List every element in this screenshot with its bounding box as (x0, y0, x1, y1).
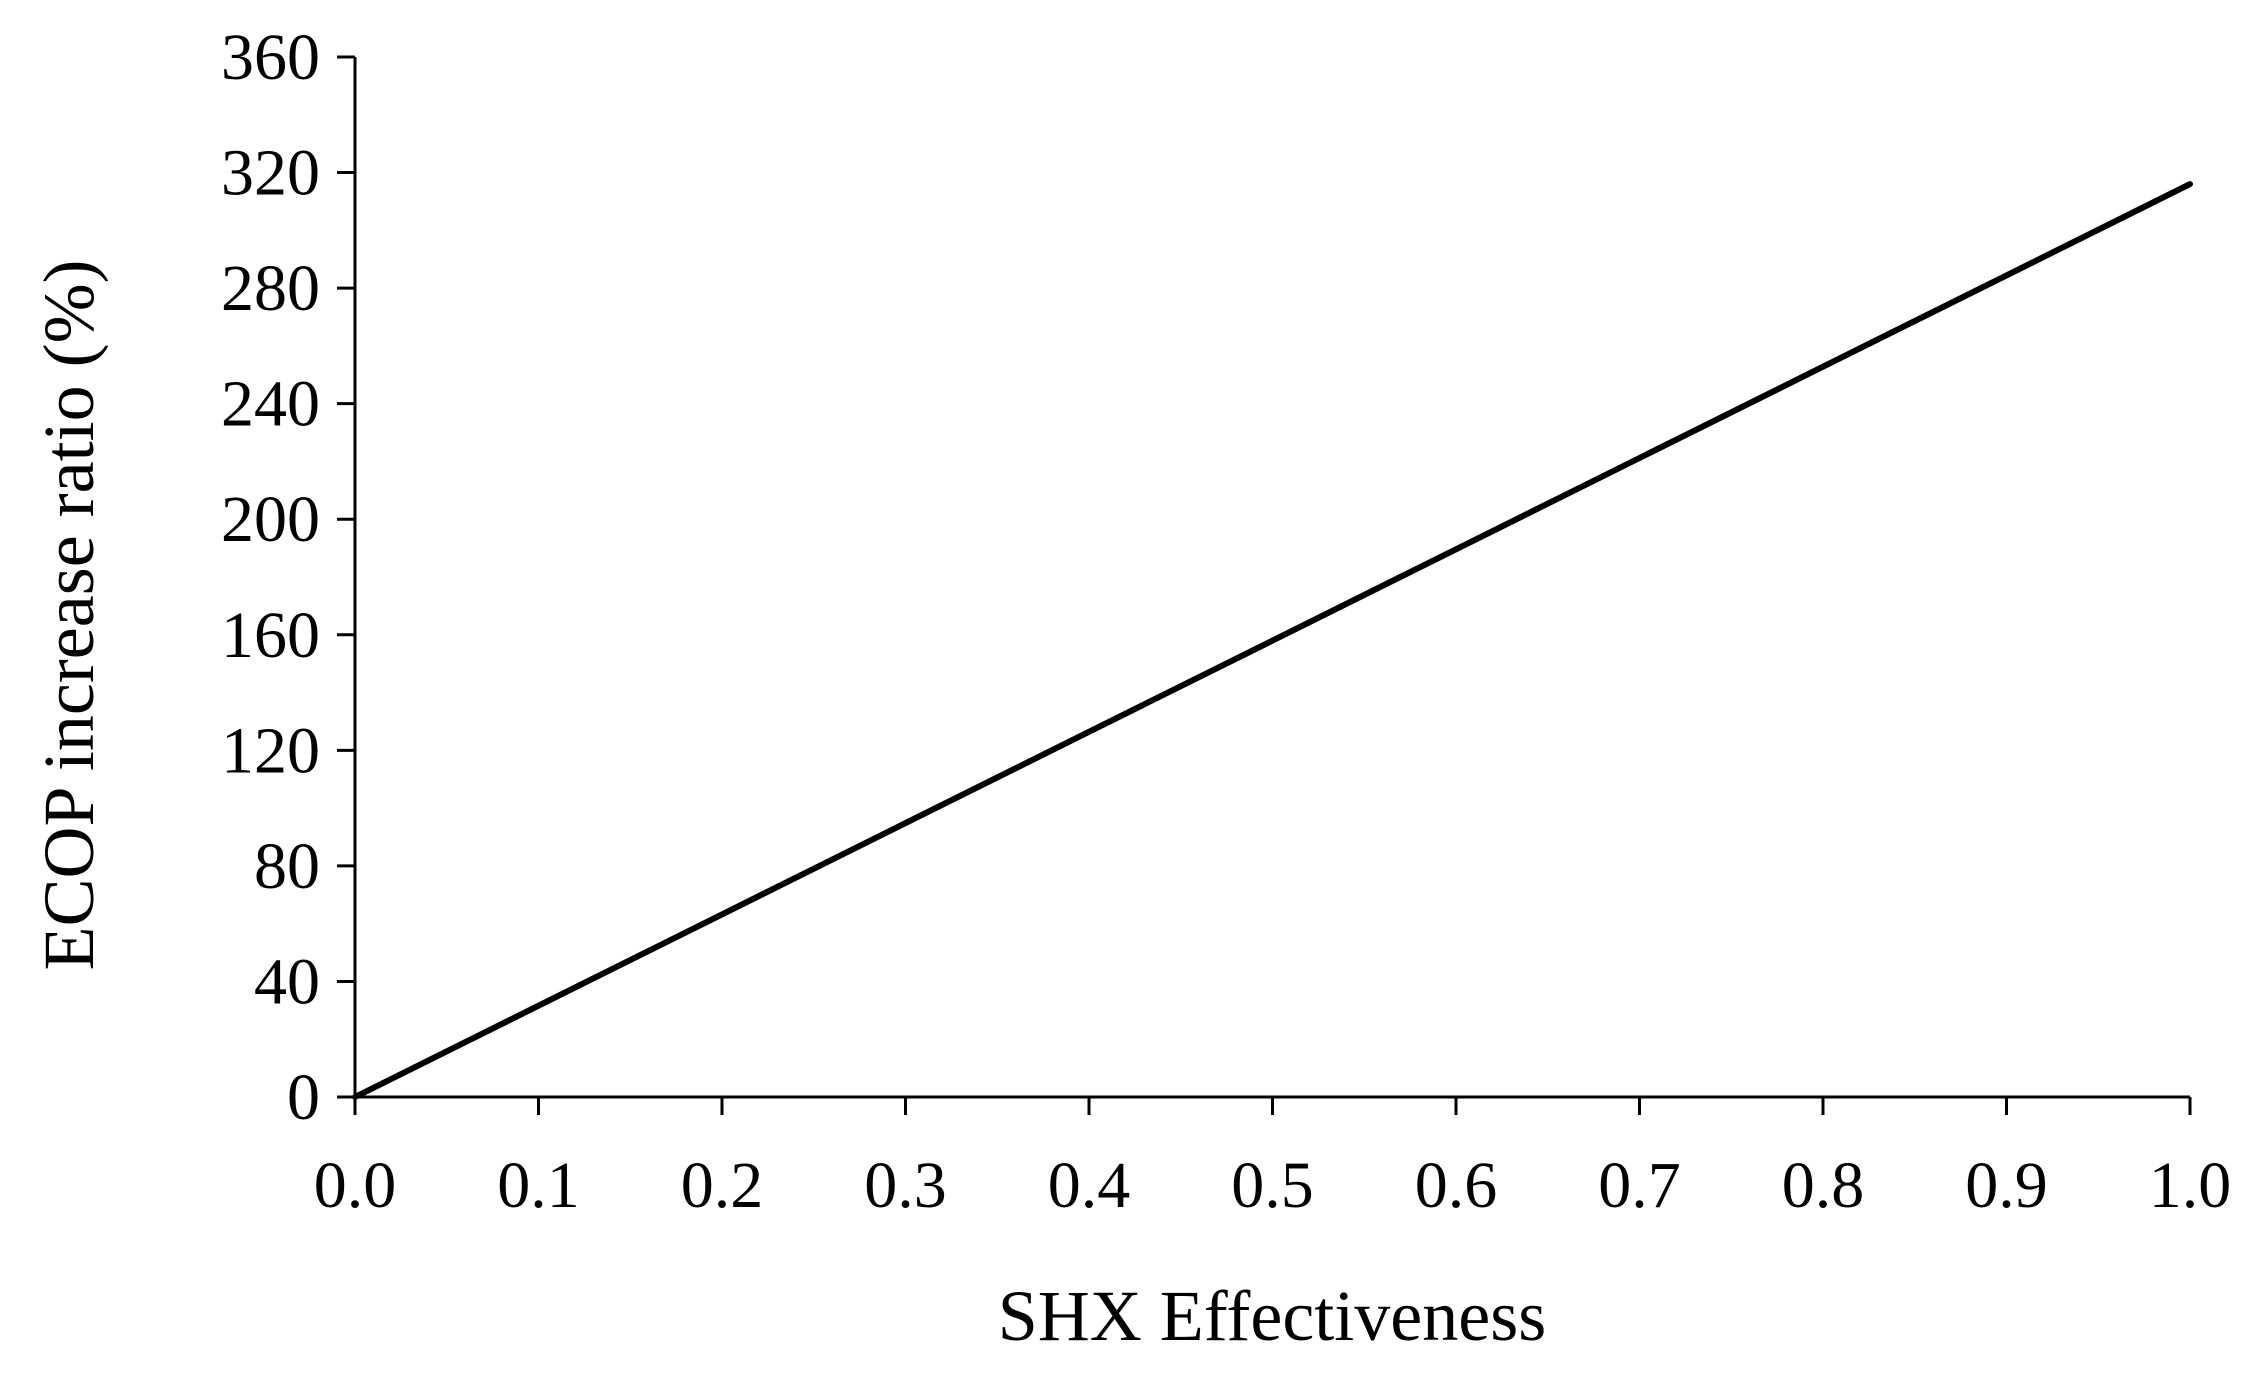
ticks: 0.0 0.1 0.2 0.3 0.4 0.5 0.6 0.7 0.8 0.9 1.0 0 40 80 12… (221, 21, 2231, 1222)
y-tick-label: 240 (221, 368, 320, 441)
y-tick-label: 120 (221, 714, 320, 787)
y-tick-label: 200 (221, 483, 320, 556)
y-axis-label: ECOP increase ratio (%) (29, 259, 109, 970)
series (352, 181, 2193, 1100)
x-tick-label: 0.5 (1231, 1149, 1314, 1222)
x-tick-label: 0.3 (864, 1149, 947, 1222)
x-tick-label: 0.0 (314, 1149, 397, 1222)
x-axis-label: SHX Effectiveness (998, 1276, 1547, 1356)
x-tick-label: 0.8 (1782, 1149, 1865, 1222)
x-tick-label: 1.0 (2149, 1149, 2232, 1222)
x-tick-label: 0.6 (1415, 1149, 1498, 1222)
axes (353, 57, 2190, 1099)
y-tick-label: 0 (287, 1061, 320, 1134)
x-tick-label: 0.1 (497, 1149, 580, 1222)
y-tick-label: 40 (254, 945, 320, 1018)
x-tick-label: 0.7 (1598, 1149, 1681, 1222)
y-tick-label: 80 (254, 830, 320, 903)
x-tick-label: 0.4 (1048, 1149, 1131, 1222)
y-tick-label: 160 (221, 599, 320, 672)
x-tick-label: 0.9 (1965, 1149, 2048, 1222)
y-tick-label: 320 (221, 137, 320, 210)
x-tick-label: 0.2 (681, 1149, 764, 1222)
series-line-0 (352, 181, 2193, 1100)
y-tick-label: 280 (221, 252, 320, 325)
y-tick-label: 360 (221, 21, 320, 94)
